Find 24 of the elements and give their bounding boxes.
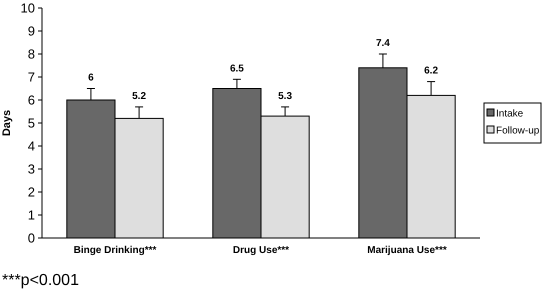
y-tick-label: 5 — [28, 116, 35, 131]
x-tick-label: Drug Use*** — [232, 245, 290, 256]
y-tick-label: 10 — [20, 0, 35, 16]
y-tick-label: 0 — [28, 230, 35, 246]
legend-label: Intake — [496, 108, 524, 120]
text: ***p<0.001 — [2, 272, 80, 289]
data-label: 6 — [88, 72, 94, 84]
y-tick-label: 1 — [28, 208, 35, 223]
y-tick-label: 4 — [28, 138, 35, 154]
data-label: 6.5 — [230, 63, 244, 74]
y-axis-title: Days — [1, 110, 13, 136]
y-tick-label: 3 — [28, 162, 35, 177]
data-label: 6.2 — [424, 66, 438, 77]
y-tick-label: 6 — [28, 92, 35, 108]
x-tick-label: Marijuana Use*** — [367, 245, 447, 256]
legend-label: Follow-up — [496, 126, 540, 136]
data-label: 5.2 — [132, 90, 146, 102]
y-tick-label: 2 — [28, 184, 35, 200]
y-tick-label: 7 — [28, 70, 35, 85]
data-label: 7.4 — [376, 38, 390, 49]
data-label: 5.3 — [278, 90, 292, 102]
y-tick-label: 8 — [28, 46, 35, 62]
y-tick-label: 9 — [28, 24, 35, 39]
x-tick-label: Binge Drinking*** — [74, 245, 156, 256]
